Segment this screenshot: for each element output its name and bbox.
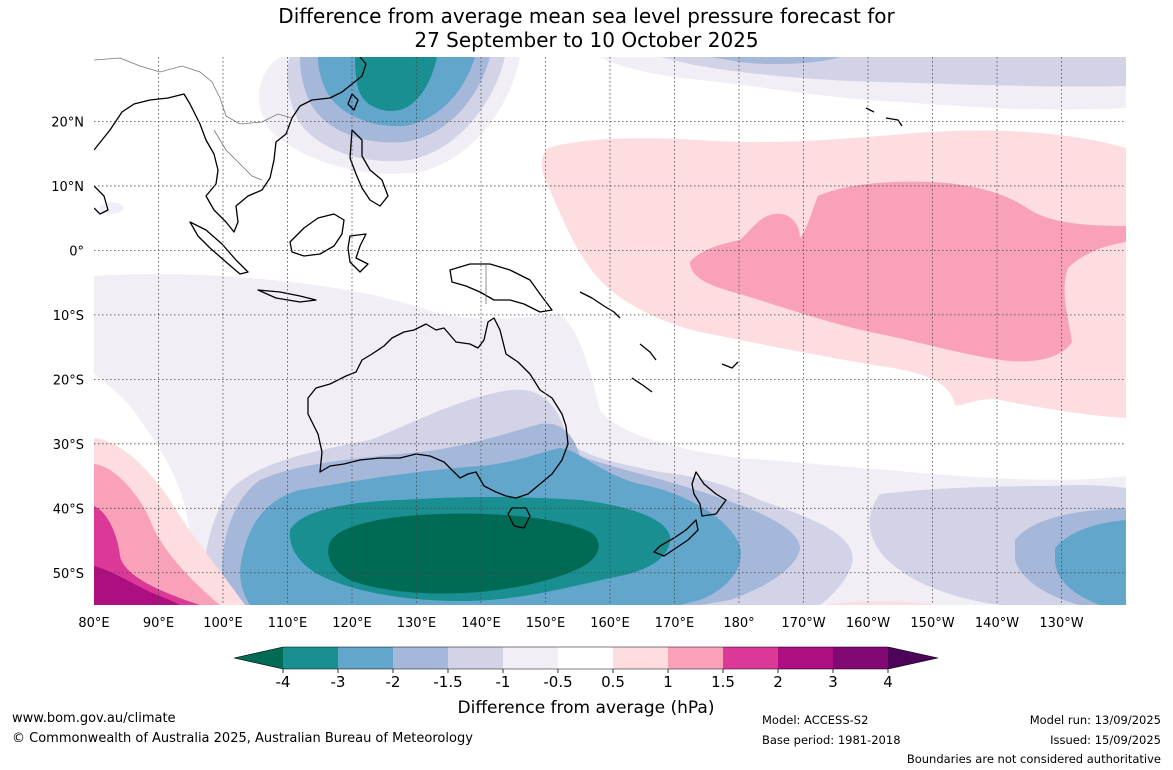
coastline-solomon-islands	[579, 291, 621, 319]
anomaly-high-pacific-mid	[690, 181, 1126, 362]
colorbar-tick-label: -0.5	[543, 673, 572, 691]
colorbar-segment	[393, 647, 448, 669]
lon-tick-label: 160°E	[590, 616, 630, 631]
lat-tick-label: 10°S	[53, 309, 84, 324]
colorbar-extend-high	[888, 647, 938, 669]
lon-tick-label: 130°W	[1039, 616, 1083, 631]
colorbar-tick-label: -4	[276, 673, 291, 691]
anomaly-band-north-blue	[710, 57, 840, 65]
coastline-sumatra	[189, 221, 249, 275]
boundaries-disclaimer: Boundaries are not considered authoritat…	[906, 752, 1161, 766]
lon-tick-label: 180°	[723, 616, 754, 631]
lon-tick-label: 170°W	[781, 616, 825, 631]
longitude-labels: 80°E 90°E 100°E 110°E 120°E 130°E 140°E 150°E 16…	[78, 616, 1083, 631]
coastline-sulawesi	[347, 233, 369, 273]
issued-date: Issued: 15/09/2025	[1050, 733, 1161, 747]
colorbar-segment	[558, 647, 613, 669]
coastline-new-caledonia	[631, 377, 653, 393]
coastline-philippines	[349, 129, 389, 207]
colorbar: -4 -3 -2 -1.5 -1 -0.5 0.5 1 1.5 2 3 4	[233, 646, 939, 691]
lat-tick-label: 10°N	[51, 180, 84, 195]
anomaly-high-southeast-light	[820, 601, 940, 605]
coastline-india	[94, 185, 109, 215]
coastline-new-zealand-north	[691, 471, 727, 517]
country-borders	[94, 57, 487, 304]
model-run-date: Model run: 13/09/2025	[1029, 713, 1161, 727]
lon-tick-label: 110°E	[268, 616, 308, 631]
lat-tick-label: 50°S	[53, 567, 84, 582]
colorbar-segment	[338, 647, 393, 669]
anomaly-band-east-blue2	[1055, 520, 1126, 605]
lon-tick-label: 170°E	[655, 616, 695, 631]
lat-tick-label: 20°N	[51, 115, 84, 130]
base-period: Base period: 1981-2018	[762, 733, 901, 747]
colorbar-tick-label: 3	[828, 673, 838, 691]
colorbar-title: Difference from average (hPa)	[458, 698, 715, 718]
coastline-borneo	[289, 213, 345, 257]
anomaly-low-south-core	[328, 513, 599, 594]
colorbar-tick-label: 1.5	[711, 673, 735, 691]
map-panel	[94, 57, 1126, 605]
colorbar-segment	[723, 647, 778, 669]
coastline-new-guinea	[449, 263, 553, 313]
coastline-taiwan	[347, 93, 359, 111]
coastline-hawaii	[865, 107, 903, 127]
lat-tick-label: 20°S	[53, 373, 84, 388]
lon-tick-label: 90°E	[143, 616, 174, 631]
anomaly-band-north-mid	[660, 57, 1126, 87]
latitude-labels: 20°N 10°N 0° 10°S 20°S 30°S 40°S 50°S	[51, 115, 84, 581]
lat-tick-label: 40°S	[53, 502, 84, 517]
coastlines	[94, 57, 903, 557]
coastline-vanuatu-fiji	[639, 343, 739, 369]
colorbar-tick-label: 2	[773, 673, 783, 691]
colorbar-segment	[613, 647, 668, 669]
lon-tick-label: 140°E	[461, 616, 501, 631]
map-title: Difference from average mean sea level p…	[0, 4, 1173, 52]
map-title-line1: Difference from average mean sea level p…	[278, 4, 895, 28]
colorbar-tick-label: -3	[331, 673, 346, 691]
lat-tick-label: 0°	[69, 244, 84, 259]
lon-tick-label: 120°E	[332, 616, 372, 631]
copyright-text: © Commonwealth of Australia 2025, Austra…	[12, 731, 473, 746]
coastline-asia	[94, 57, 367, 233]
lon-tick-label: 150°E	[526, 616, 566, 631]
colorbar-tick-label: -2	[386, 673, 401, 691]
lon-tick-label: 160°W	[846, 616, 890, 631]
colorbar-segment	[448, 647, 503, 669]
lon-tick-label: 150°W	[910, 616, 954, 631]
map-title-line2: 27 September to 10 October 2025	[414, 28, 759, 52]
colorbar-tick-label: 1	[663, 673, 673, 691]
coastline-new-zealand-south	[653, 519, 699, 557]
website-link[interactable]: www.bom.gov.au/climate	[12, 711, 176, 726]
colorbar-segment	[668, 647, 723, 669]
lon-tick-label: 80°E	[78, 616, 109, 631]
model-name: Model: ACCESS-S2	[762, 713, 869, 727]
coastline-australia	[307, 317, 569, 499]
colorbar-tick-label: 0.5	[601, 673, 625, 691]
lon-tick-label: 100°E	[203, 616, 243, 631]
colorbar-segment	[283, 647, 338, 669]
colorbar-tick-label: 4	[883, 673, 893, 691]
colorbar-segment	[833, 647, 888, 669]
lon-tick-label: 130°E	[397, 616, 437, 631]
colorbar-segment	[503, 647, 558, 669]
colorbar-tick-label: -1	[496, 673, 511, 691]
colorbar-tick-label: -1.5	[433, 673, 462, 691]
coastline-java	[257, 289, 317, 303]
colorbar-extend-low	[234, 647, 283, 669]
graticule	[94, 57, 1126, 605]
lat-tick-label: 30°S	[53, 438, 84, 453]
lon-tick-label: 140°W	[975, 616, 1019, 631]
anomaly-high-southwest-dark	[94, 566, 180, 605]
colorbar-segment	[778, 647, 833, 669]
